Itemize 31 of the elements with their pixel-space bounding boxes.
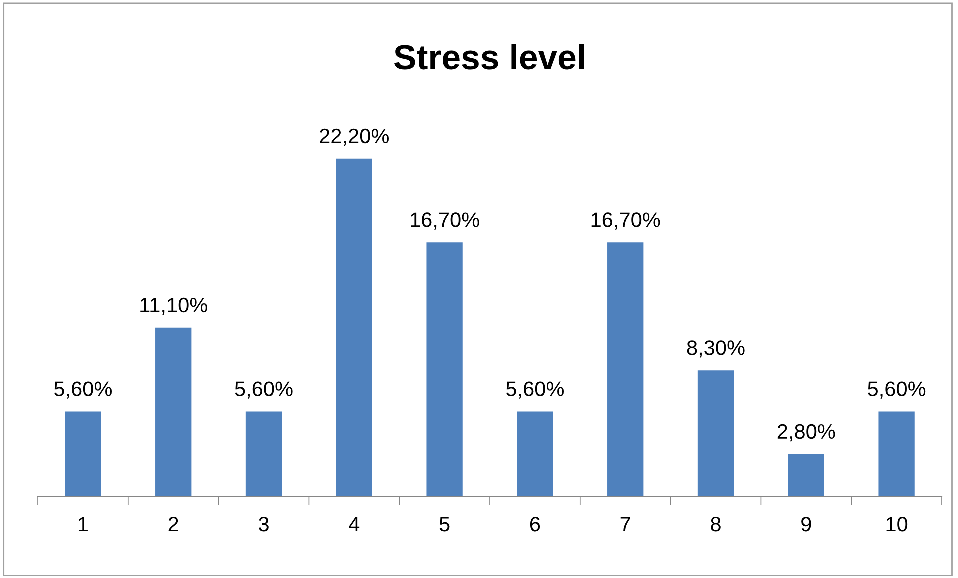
x-tick-label: 3 xyxy=(259,516,269,532)
bar xyxy=(608,242,644,497)
data-label: 11,10% xyxy=(140,298,208,316)
bar xyxy=(698,370,734,497)
x-tick-label: 4 xyxy=(349,517,360,532)
data-label: 22,20% xyxy=(320,128,389,146)
data-label: 2,80% xyxy=(778,424,836,442)
x-tick-label: 7 xyxy=(620,517,630,532)
bar xyxy=(788,454,824,497)
chart-title: Stress level xyxy=(394,44,584,70)
data-label: 5,60% xyxy=(868,382,926,399)
x-tick-label: 1 xyxy=(78,517,88,532)
data-label: 16,70% xyxy=(592,212,660,230)
x-tick-label: 2 xyxy=(168,516,178,532)
x-tick-label: 5 xyxy=(440,517,450,532)
x-tick-label: 6 xyxy=(530,516,540,532)
data-label: 5,60% xyxy=(506,382,564,399)
data-label: 16,70% xyxy=(411,212,480,230)
bar xyxy=(517,412,554,497)
x-tick-label: 8 xyxy=(711,516,721,532)
data-label: 5,60% xyxy=(54,382,112,399)
bar xyxy=(878,412,915,497)
data-label: 8,30% xyxy=(687,340,745,358)
bar xyxy=(65,412,102,497)
bar xyxy=(156,328,192,497)
bar xyxy=(426,242,463,497)
bar xyxy=(336,158,372,497)
data-label: 5,60% xyxy=(235,382,293,399)
bar xyxy=(246,412,282,497)
x-tick-label: 9 xyxy=(802,516,812,532)
x-tick-label: 10 xyxy=(886,516,908,532)
